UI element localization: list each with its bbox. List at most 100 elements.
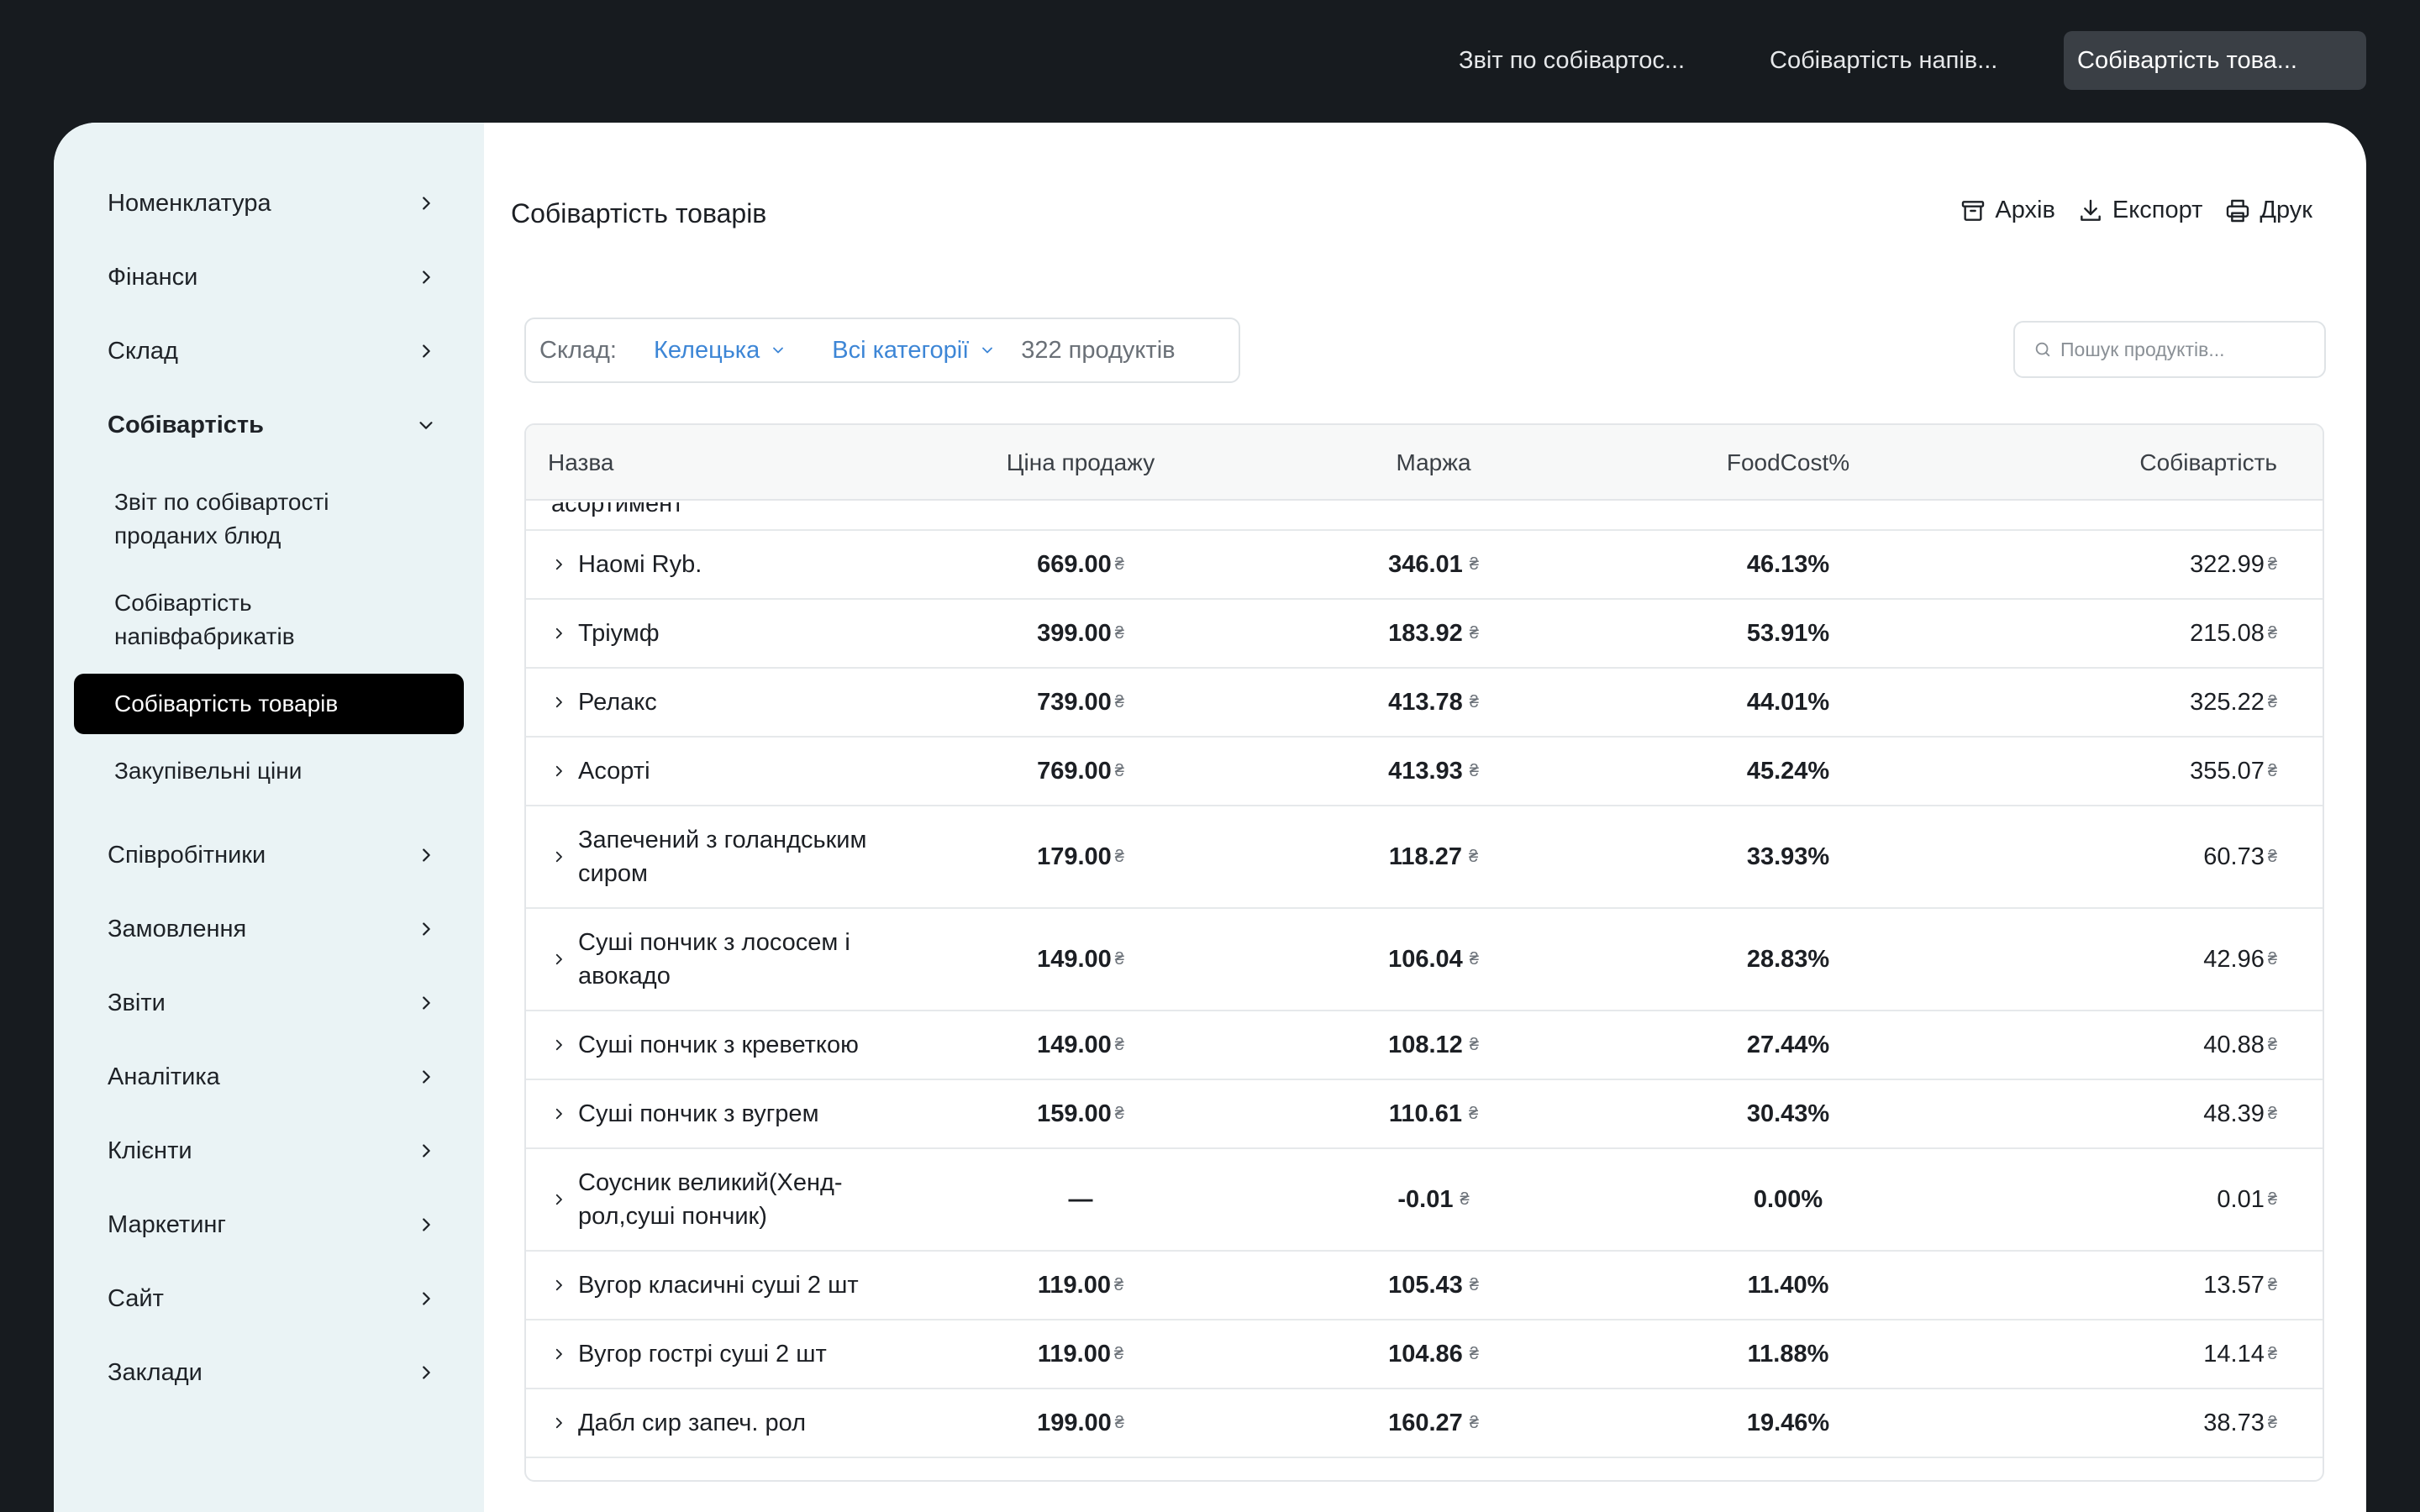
row-cost: 48.39 ₴ [2203,1100,2277,1127]
sidebar-subitem-dish-cost-report[interactable]: Звіт по собівартості проданих блюд [114,489,329,549]
chevron-right-icon[interactable] [551,626,566,641]
row-price: — [1068,1185,1093,1213]
row-price: 399.00 ₴ [1037,619,1124,647]
category-select[interactable]: Всі категорії [832,337,996,365]
row-foodcost: 11.88% [1747,1340,1829,1368]
chevron-right-icon[interactable] [551,695,566,710]
column-header-name[interactable]: Назва [548,449,614,475]
table-row[interactable]: Соусник великий(Хенд-рол,суші пончик) — -0… [526,1149,2323,1252]
row-foodcost: 27.44% [1746,1031,1830,1058]
sidebar-item-employees[interactable]: Співробітники [108,830,435,880]
top-tab-semifinished[interactable]: Собівартість напів... [1770,47,1998,74]
chevron-right-icon[interactable] [551,1347,566,1362]
row-cost: 13.57 ₴ [2203,1271,2277,1299]
search-input[interactable] [2060,338,2312,361]
chevron-right-icon[interactable] [551,952,566,967]
table-row[interactable]: Вугор гострі суші 2 шт 119.00 ₴ 104.86 ₴ 11.8… [526,1320,2323,1389]
row-margin: -0.01 ₴ [1397,1185,1470,1213]
top-tab-goods-cost[interactable]: Собівартість това... [2064,31,2366,90]
table-row[interactable]: Асорті 769.00 ₴ 413.93 ₴ 45.24% 355.07 ₴ [526,738,2323,806]
sidebar-item-venues[interactable]: Заклади [108,1347,435,1398]
row-cost: 40.88 ₴ [2203,1031,2277,1058]
currency-sign: ₴ [1468,1104,1479,1123]
row-price: 149.00 ₴ [1037,1031,1124,1058]
currency-sign: ₴ [2267,949,2277,969]
chevron-right-icon[interactable] [551,764,566,779]
table-row[interactable]: асортимент [526,502,2323,531]
sidebar-item-clients[interactable]: Клієнти [108,1126,435,1176]
archive-button[interactable]: Архів [1960,197,2055,224]
chevron-right-icon[interactable] [551,1278,566,1293]
chevron-right-icon[interactable] [551,557,566,572]
chevron-right-icon [423,1218,430,1231]
currency-sign: ₴ [1114,1035,1124,1054]
print-button[interactable]: Друк [2224,197,2312,224]
export-button[interactable]: Експорт [2077,197,2202,224]
column-header-cost[interactable]: Собівартість [2139,449,2277,475]
currency-sign: ₴ [1469,1275,1479,1294]
row-margin: 108.12 ₴ [1388,1031,1479,1058]
table-row[interactable]: Дабл сир запеч. рол 199.00 ₴ 160.27 ₴ 19.46% 3… [526,1389,2323,1458]
row-name: Суші пончик з креветкою [578,1032,859,1058]
row-name: Релакс [578,689,657,716]
column-header-foodcost[interactable]: FoodCost% [1726,449,1850,475]
sidebar-item-analytics[interactable]: Аналітика [108,1052,435,1102]
row-foodcost: 0.00% [1753,1185,1823,1213]
currency-sign: ₴ [2267,1104,2277,1123]
sidebar-subitem-semifinished-cost[interactable]: Собівартість напівфабрикатів [114,590,295,649]
table-row[interactable]: Вугор класичні суші 2 шт 119.00 ₴ 105.43 ₴ 11… [526,1252,2323,1320]
printer-icon [2227,199,2249,222]
row-name: Дабл сир запеч. рол [578,1410,806,1436]
sidebar-item-finance[interactable]: Фінанси [108,252,435,302]
chevron-right-icon[interactable] [551,1415,566,1431]
chevron-right-icon[interactable] [551,1192,566,1207]
sidebar-subitem-goods-cost[interactable]: Собівартість товарів [74,674,464,734]
row-foodcost: 19.46% [1746,1409,1830,1436]
table-row[interactable]: Суші пончик з креветкою 149.00 ₴ 108.12 ₴ 27.… [526,1011,2323,1080]
table-row[interactable]: Наомі Ryb. 669.00 ₴ 346.01 ₴ 46.13% 322.99 ₴ [526,531,2323,600]
sidebar-item-orders[interactable]: Замовлення [108,904,435,954]
table-row[interactable]: Релакс 739.00 ₴ 413.78 ₴ 44.01% 325.22 ₴ [526,669,2323,738]
currency-sign: ₴ [2267,1035,2277,1054]
sidebar-item-label: Аналітика [108,1063,220,1090]
chevron-right-icon[interactable] [551,1106,566,1121]
sidebar-item-warehouse[interactable]: Склад [108,326,435,376]
chevron-down-icon [982,347,993,354]
row-foodcost: 53.91% [1746,619,1830,647]
sidebar-subitem-purchase-prices[interactable]: Закупівельні ціни [114,758,302,784]
chevron-right-icon[interactable] [551,1037,566,1053]
sidebar-item-nomenclature[interactable]: Номенклатура [108,178,435,228]
row-cost: 42.96 ₴ [2203,945,2277,973]
currency-sign: ₴ [2267,692,2277,711]
row-name-cell: Вугор гострі суші 2 шт [551,1320,921,1388]
chevron-right-icon [423,197,430,210]
table-row[interactable]: Суші пончик з вугрем 159.00 ₴ 110.61 ₴ 30.43%… [526,1080,2323,1149]
row-margin: 110.61 ₴ [1388,1100,1479,1127]
table-row[interactable]: Запечений з голандським сиром 179.00 ₴ 118.2… [526,806,2323,909]
currency-sign: ₴ [1114,692,1124,711]
main-card: Номенклатура Фінанси Склад Собівартість … [54,123,2366,1512]
column-header-price[interactable]: Ціна продажу [1006,449,1155,475]
row-margin: 104.86 ₴ [1388,1340,1479,1368]
row-name-cell: Релакс [551,669,921,736]
sidebar-item-label: Маркетинг [108,1210,226,1238]
chevron-right-icon [423,996,430,1010]
top-tab-cost-report[interactable]: Звіт по собівартос... [1459,47,1686,74]
sidebar-item-site[interactable]: Сайт [108,1273,435,1324]
row-price: 179.00 ₴ [1037,843,1124,870]
chevron-right-icon[interactable] [551,849,566,864]
sidebar-item-reports[interactable]: Звіти [108,978,435,1028]
sidebar-item-marketing[interactable]: Маркетинг [108,1200,435,1250]
warehouse-select[interactable]: Келецька [654,337,786,365]
chevron-right-icon [423,270,430,284]
warehouse-label: Склад: [539,336,617,364]
sidebar-item-cost[interactable]: Собівартість [108,400,435,450]
chevron-right-icon [423,922,430,936]
table-row[interactable]: Суші пончик з лососем і авокадо 149.00 ₴ 106… [526,909,2323,1011]
row-cost: 325.22 ₴ [2190,688,2277,716]
row-margin: 413.78 ₴ [1388,688,1479,716]
table-row[interactable]: Тріумф 399.00 ₴ 183.92 ₴ 53.91% 215.08 ₴ [526,600,2323,669]
row-margin: 183.92 ₴ [1388,619,1479,647]
column-header-margin[interactable]: Маржа [1396,449,1471,475]
row-name-cell: Асорті [551,738,921,805]
